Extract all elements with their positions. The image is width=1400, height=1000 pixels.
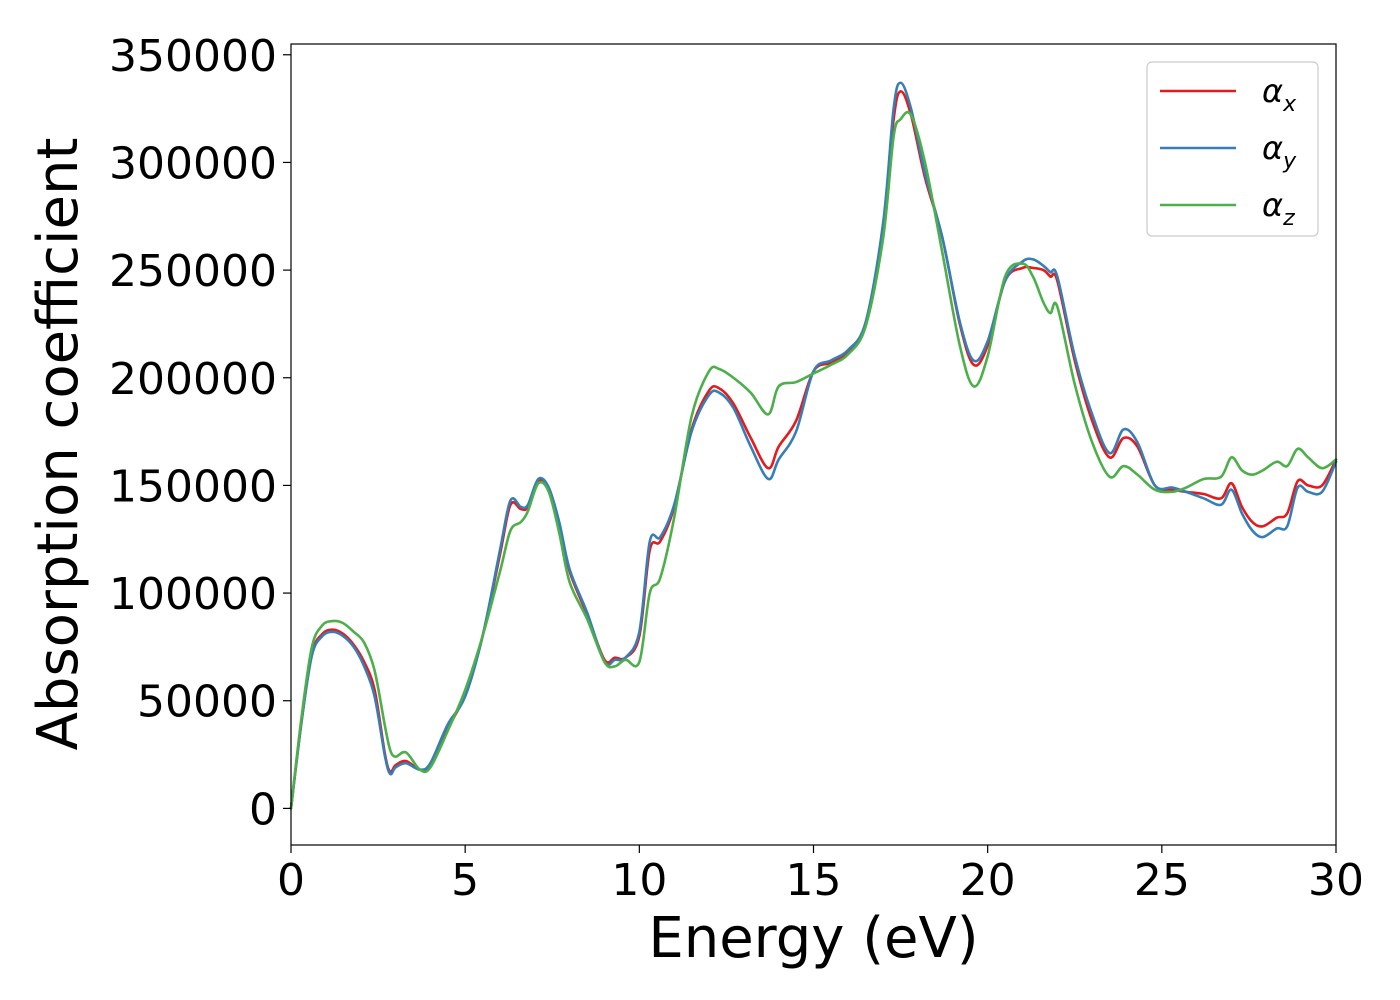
series-layer xyxy=(289,81,1338,810)
x-tick-label: 5 xyxy=(451,855,479,906)
series-line-y xyxy=(289,81,1338,810)
series-line-z xyxy=(289,110,1338,810)
x-tick-label: 30 xyxy=(1308,855,1364,906)
y-tick-label: 350000 xyxy=(109,31,277,82)
legend: αx αy αz xyxy=(1146,61,1319,237)
y-tick-label: 150000 xyxy=(109,461,277,512)
x-tick-label: 10 xyxy=(611,855,667,906)
y-tick-label: 300000 xyxy=(109,138,277,189)
y-tick-label: 250000 xyxy=(109,246,277,297)
x-axis-label: Energy (eV) xyxy=(648,906,978,971)
legend-label-x: αx xyxy=(1262,72,1297,117)
x-tick-label: 20 xyxy=(960,855,1016,906)
y-tick-label: 200000 xyxy=(109,354,277,405)
y-axis: 0 50000 100000 150000 200000 250000 300000 3500… xyxy=(109,31,291,835)
x-tick-label: 25 xyxy=(1134,855,1190,906)
x-tick-label: 0 xyxy=(277,855,305,906)
legend-label-y: αy xyxy=(1262,129,1297,174)
y-axis-label: Absorption coefficient xyxy=(26,138,91,751)
x-axis: 0 5 10 15 20 25 30 xyxy=(277,845,1364,906)
y-tick-label: 0 xyxy=(249,784,277,835)
y-tick-label: 100000 xyxy=(109,569,277,620)
x-tick-label: 15 xyxy=(786,855,842,906)
legend-label-z: αz xyxy=(1262,186,1295,231)
y-tick-label: 50000 xyxy=(137,677,277,728)
